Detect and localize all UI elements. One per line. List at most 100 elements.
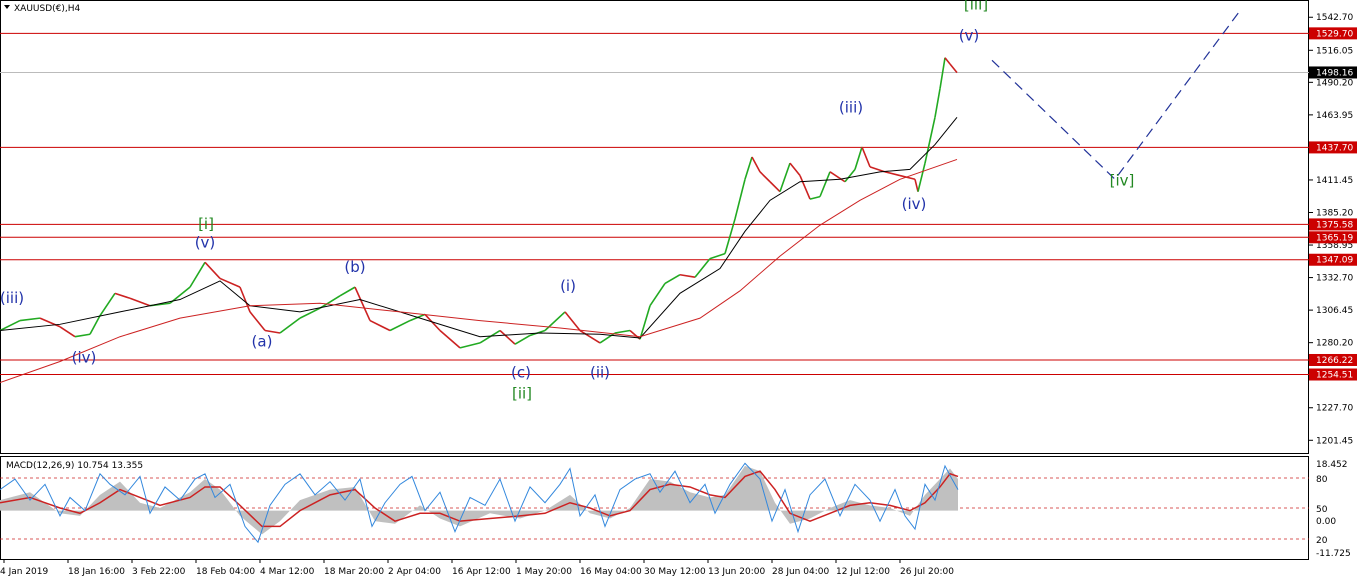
wave-label: (iv) — [72, 349, 97, 367]
x-tick-label: 18 Jan 16:00 — [68, 567, 125, 577]
y-tick-label: 1411.45 — [1316, 176, 1353, 186]
macd-signal-line — [0, 470, 959, 528]
x-tick-label: 16 May 04:00 — [580, 567, 642, 577]
price-segment — [779, 162, 791, 192]
y-tick-label: 1332.70 — [1316, 274, 1353, 284]
price-segment — [679, 273, 696, 278]
macd-y-tick-label: 20 — [1316, 536, 1328, 546]
price-segment — [389, 319, 411, 332]
x-tick-label: 2 Apr 04:00 — [388, 567, 441, 577]
macd-y-tick-label: 50 — [1316, 505, 1328, 515]
price-segment — [239, 286, 251, 313]
price-segment — [219, 277, 241, 288]
x-tick-label: 4 Jan 2019 — [0, 567, 48, 577]
price-segment — [819, 171, 831, 197]
price-segment — [709, 252, 726, 260]
wave-label: [iii] — [964, 0, 988, 13]
price-series — [0, 10, 1241, 384]
x-tick-label: 12 Jul 12:00 — [836, 567, 890, 577]
y-tick-label: 1542.70 — [1316, 13, 1353, 23]
x-tick-label: 26 Jul 20:00 — [900, 567, 954, 577]
x-tick-label: 28 Jun 04:00 — [772, 567, 829, 577]
y-tick-label: 1201.45 — [1316, 436, 1353, 446]
price-axis: 1542.70 1516.05 1490.20 1463.95 1437.70 1411.… — [1309, 13, 1357, 446]
x-tick-label: 18 Mar 20:00 — [324, 567, 384, 577]
slow-ma-line — [0, 158, 958, 384]
y-tick-label: 1516.05 — [1316, 46, 1353, 56]
price-segment — [734, 179, 746, 220]
price-segment — [499, 329, 516, 345]
price-segment — [339, 286, 356, 297]
y-tick-label: 1280.20 — [1316, 339, 1353, 349]
price-segment — [99, 292, 116, 317]
price-segment — [694, 258, 711, 278]
price-segment — [564, 311, 581, 332]
wave-label: (iii) — [0, 289, 24, 307]
price-segment — [189, 261, 206, 288]
wave-label: [iv] — [1110, 171, 1135, 189]
wave-label: (b) — [344, 258, 365, 276]
level-badge-label: 1529.70 — [1316, 29, 1353, 39]
macd-y-tick-label: -11.725 — [1316, 549, 1351, 559]
price-segment — [829, 171, 846, 183]
price-segment — [939, 57, 946, 89]
price-segment — [789, 162, 801, 177]
level-badge — [1309, 353, 1357, 366]
macd-oscillator-line — [0, 462, 959, 544]
price-segment — [19, 317, 41, 322]
price-segment — [949, 63, 958, 74]
wave-label: (ii) — [590, 364, 610, 382]
price-segment — [319, 295, 341, 309]
price-segment — [917, 162, 926, 192]
price-segment — [639, 305, 651, 340]
price-segment — [264, 329, 281, 334]
level-badge-label: 1437.70 — [1316, 143, 1353, 153]
y-tick-label: 1490.20 — [1316, 78, 1353, 88]
price-segment — [74, 333, 91, 338]
price-segment — [809, 195, 821, 200]
price-segment — [354, 286, 371, 321]
price-segment — [751, 156, 761, 173]
price-segment — [114, 292, 131, 300]
price-segment — [759, 171, 771, 183]
price-segment — [914, 179, 919, 192]
price-segment — [664, 274, 681, 285]
main-panel-frame — [0, 0, 1309, 454]
price-segment — [39, 317, 61, 328]
price-segment — [279, 317, 301, 334]
level-badge — [1309, 141, 1357, 154]
wave-label: (iii) — [839, 98, 863, 116]
x-tick-label: 4 Mar 12:00 — [260, 567, 315, 577]
price-segment — [514, 334, 531, 345]
window-title: XAUUSD(€),H4 — [14, 4, 81, 14]
price-segment — [89, 315, 101, 335]
time-axis: 4 Jan 2019 18 Jan 16:00 3 Feb 22:00 18 Feb … — [0, 559, 954, 577]
price-segment — [724, 218, 736, 254]
price-segment — [934, 88, 941, 118]
macd-y-tick-label: 18.452 — [1316, 460, 1348, 470]
price-segment — [614, 329, 631, 334]
price-segment — [869, 166, 886, 173]
y-tick-label: 1358.95 — [1316, 241, 1353, 251]
triangle-down-icon[interactable] — [4, 5, 10, 9]
level-badge — [1309, 368, 1357, 381]
x-tick-label: 18 Feb 04:00 — [196, 567, 255, 577]
wave-label: [ii] — [512, 385, 532, 403]
macd-axis: 18.452 80 50 0.00 20 -11.725 — [1316, 460, 1351, 559]
y-tick-label: 1227.70 — [1316, 404, 1353, 414]
price-segment — [459, 342, 481, 349]
price-segment — [249, 311, 266, 332]
wave-label: (i) — [560, 277, 576, 295]
macd-y-tick-label: 0.00 — [1316, 517, 1336, 527]
price-segment — [649, 282, 666, 307]
price-segment — [129, 297, 151, 307]
level-badge-label: 1254.51 — [1316, 371, 1353, 381]
wave-label: (v) — [959, 26, 980, 44]
price-segment — [924, 117, 936, 164]
price-segment — [854, 146, 863, 170]
price-segment — [59, 326, 76, 338]
level-badge-label: 1365.19 — [1316, 233, 1353, 243]
y-tick-label: 1306.45 — [1316, 306, 1353, 316]
level-badge — [1309, 218, 1357, 231]
